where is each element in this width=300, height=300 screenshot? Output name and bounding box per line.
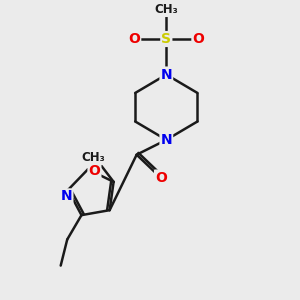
Text: CH₃: CH₃: [154, 3, 178, 16]
Text: O: O: [192, 32, 204, 46]
Text: CH₃: CH₃: [82, 151, 106, 164]
Text: O: O: [128, 32, 140, 46]
Text: N: N: [160, 133, 172, 147]
Text: N: N: [61, 189, 72, 203]
Text: S: S: [161, 32, 171, 46]
Text: O: O: [88, 164, 101, 178]
Text: N: N: [160, 68, 172, 82]
Text: O: O: [155, 170, 167, 184]
